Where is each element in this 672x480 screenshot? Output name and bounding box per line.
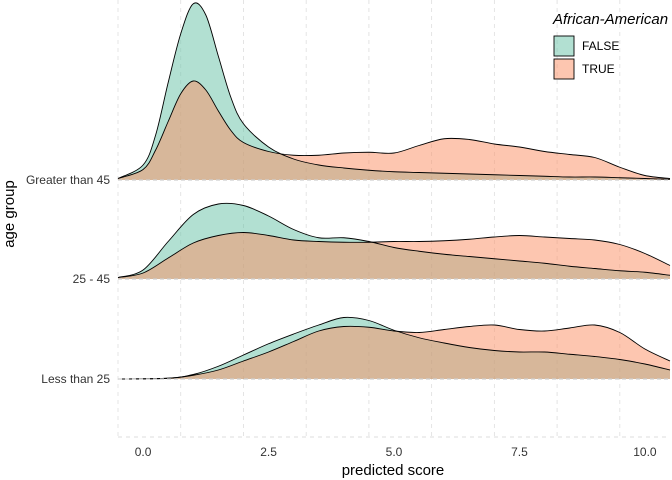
density-line-true: [117, 324, 671, 380]
y-tick-label: 25 - 45: [73, 272, 111, 286]
x-axis-ticks: 0.0 2.5 5.0 7.5 10.0: [135, 445, 657, 459]
legend-title: African-American: [552, 11, 668, 28]
legend-entry-true: TRUE: [553, 58, 615, 80]
ridge-less-than-25: [117, 316, 671, 380]
x-tick-label: 5.0: [386, 445, 403, 459]
y-tick-label: Greater than 45: [26, 173, 110, 187]
density-line-false: [117, 2, 671, 180]
density-line-true: [117, 80, 671, 179]
legend-swatch: [553, 35, 575, 57]
ridge-25-45: [117, 202, 671, 280]
x-tick-label: 0.0: [135, 445, 152, 459]
y-axis-ticks: Less than 25 25 - 45 Greater than 45: [26, 173, 110, 386]
density-line-true: [117, 232, 671, 278]
density-line-false: [117, 316, 671, 380]
legend: African-American FALSE TRUE: [552, 11, 668, 80]
x-axis-title: predicted score: [342, 462, 445, 479]
legend-entry-false: FALSE: [553, 35, 619, 57]
x-tick-label: 7.5: [511, 445, 528, 459]
x-tick-label: 2.5: [260, 445, 277, 459]
density-area-true: [118, 232, 670, 279]
legend-swatch: [553, 58, 575, 80]
density-area-true: [118, 80, 670, 180]
x-tick-label: 10.0: [633, 445, 657, 459]
density-line-false: [117, 202, 671, 278]
legend-label: FALSE: [582, 39, 619, 53]
density-ridges: [117, 2, 671, 380]
ridge-greater-than-45: [117, 2, 671, 181]
density-area-true: [118, 324, 670, 379]
y-axis-title: age group: [1, 180, 18, 248]
y-tick-label: Less than 25: [41, 372, 110, 386]
legend-label: TRUE: [582, 62, 615, 76]
